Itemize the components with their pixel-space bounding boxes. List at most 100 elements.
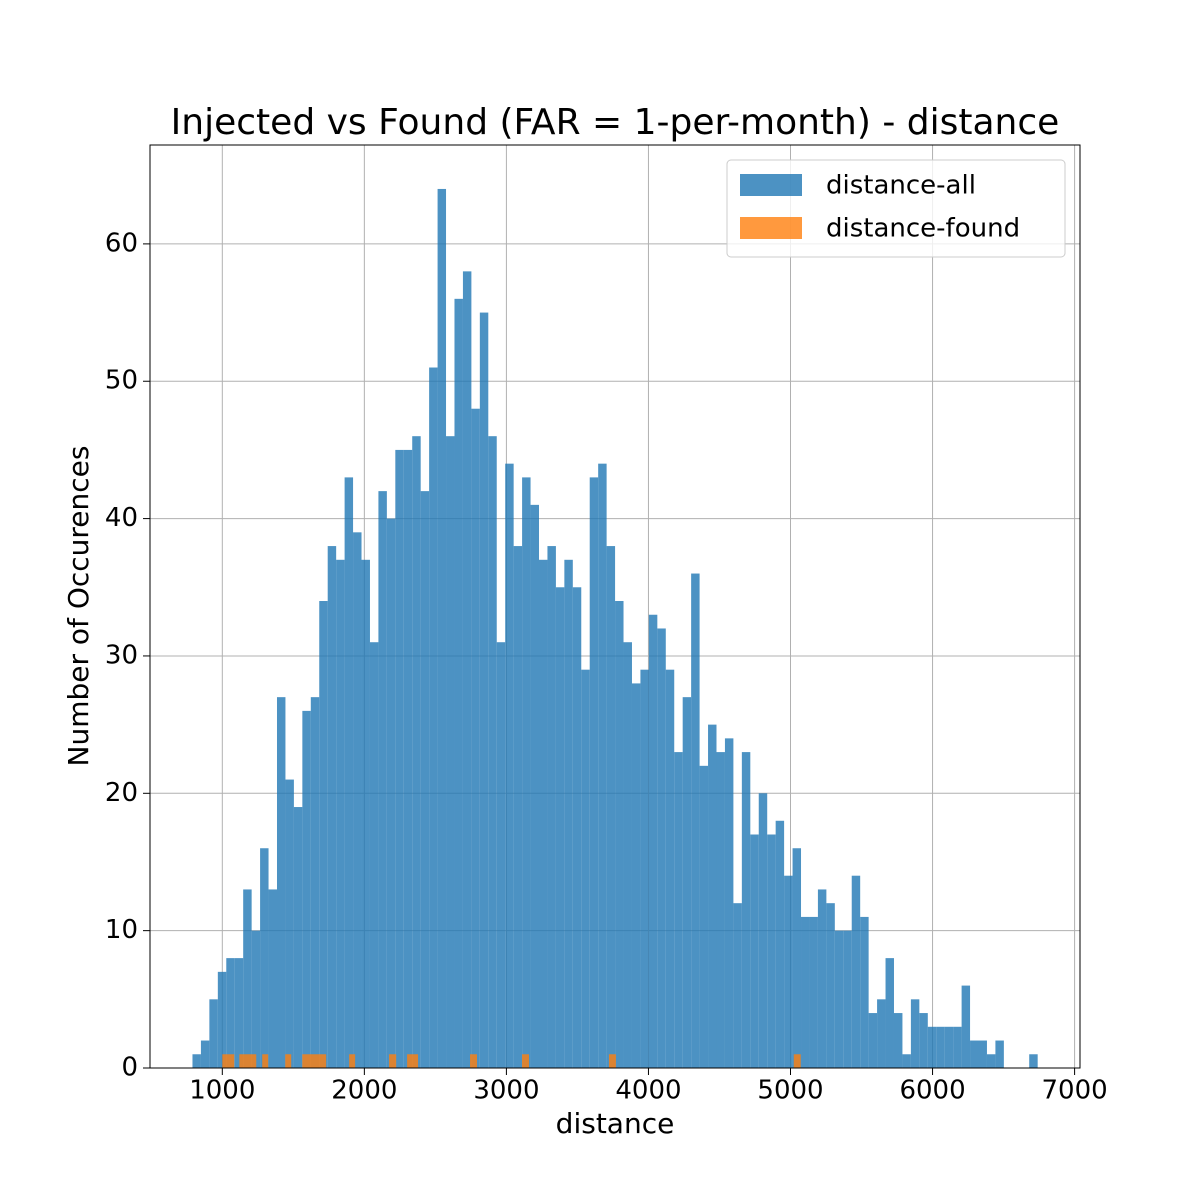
bar bbox=[479, 312, 489, 1068]
bar bbox=[361, 559, 370, 1068]
bar bbox=[429, 367, 438, 1069]
bar bbox=[310, 697, 320, 1068]
bar bbox=[606, 546, 616, 1068]
bar bbox=[513, 546, 523, 1068]
bar bbox=[378, 491, 387, 1068]
bar bbox=[623, 642, 632, 1068]
bar bbox=[344, 477, 354, 1068]
bar bbox=[522, 1054, 529, 1068]
bar bbox=[834, 930, 844, 1068]
bar bbox=[293, 807, 303, 1068]
y-tick-label: 20 bbox=[105, 778, 138, 808]
bar bbox=[446, 436, 455, 1068]
y-tick-label: 50 bbox=[105, 366, 138, 396]
x-tick-label: 7000 bbox=[1042, 1076, 1108, 1106]
x-tick-label: 4000 bbox=[615, 1076, 681, 1106]
bar bbox=[547, 546, 556, 1068]
bar bbox=[319, 601, 328, 1068]
bar bbox=[784, 875, 793, 1068]
bar bbox=[407, 1054, 419, 1068]
y-tick-label: 60 bbox=[105, 228, 138, 258]
bar bbox=[708, 724, 717, 1068]
bar bbox=[302, 710, 311, 1068]
bar bbox=[522, 477, 531, 1068]
bar bbox=[750, 834, 759, 1068]
bar bbox=[539, 559, 548, 1068]
bar bbox=[724, 738, 734, 1068]
x-tick-label: 1000 bbox=[189, 1076, 255, 1106]
bar bbox=[793, 1054, 801, 1068]
bar bbox=[733, 903, 742, 1068]
bar bbox=[953, 1026, 962, 1068]
bar bbox=[885, 958, 894, 1068]
bar bbox=[648, 614, 658, 1068]
bar bbox=[665, 669, 675, 1068]
y-tick-label: 40 bbox=[105, 503, 138, 533]
x-tick-label: 5000 bbox=[757, 1076, 823, 1106]
bar bbox=[471, 408, 480, 1068]
bar bbox=[775, 820, 785, 1068]
bar bbox=[336, 559, 345, 1068]
bar bbox=[234, 958, 244, 1068]
bar bbox=[420, 491, 430, 1068]
bar bbox=[640, 669, 649, 1068]
bar bbox=[961, 985, 971, 1068]
bar bbox=[631, 683, 641, 1068]
bar bbox=[608, 1054, 616, 1068]
bar bbox=[530, 504, 540, 1068]
bar bbox=[826, 903, 835, 1068]
bar bbox=[496, 642, 506, 1068]
bar bbox=[893, 1013, 903, 1068]
bar bbox=[741, 752, 751, 1068]
bar bbox=[268, 889, 277, 1068]
bar bbox=[1029, 1054, 1038, 1068]
bar bbox=[792, 848, 802, 1068]
x-axis-label: distance bbox=[556, 1107, 675, 1140]
legend-swatch bbox=[740, 174, 802, 196]
bar bbox=[902, 1054, 911, 1068]
bar bbox=[801, 916, 810, 1068]
bar bbox=[809, 916, 818, 1068]
bar bbox=[555, 587, 565, 1068]
bar bbox=[716, 752, 725, 1068]
bar bbox=[674, 752, 683, 1068]
bar bbox=[437, 188, 447, 1068]
bar bbox=[302, 1054, 327, 1068]
bar bbox=[589, 477, 599, 1068]
bar bbox=[285, 779, 294, 1068]
bar bbox=[217, 971, 227, 1068]
y-axis-label: Number of Occurences bbox=[62, 446, 95, 767]
bar bbox=[564, 559, 573, 1068]
bar bbox=[910, 999, 920, 1068]
bar bbox=[919, 1013, 928, 1068]
bar bbox=[936, 1026, 945, 1068]
bar bbox=[353, 532, 362, 1068]
bar bbox=[222, 1054, 235, 1068]
bar bbox=[995, 1040, 1004, 1068]
axes-frame bbox=[149, 144, 1081, 1069]
bar bbox=[276, 697, 286, 1068]
bar bbox=[860, 916, 869, 1068]
bar bbox=[970, 1040, 979, 1068]
legend-box bbox=[726, 159, 1066, 258]
bar bbox=[226, 958, 235, 1068]
bar bbox=[403, 449, 413, 1068]
bar bbox=[767, 834, 776, 1068]
y-tick-label: 30 bbox=[105, 640, 138, 670]
legend-swatch bbox=[740, 217, 802, 239]
bar bbox=[817, 889, 827, 1068]
chart-title: Injected vs Found (FAR = 1-per-month) - … bbox=[171, 102, 1060, 143]
bar bbox=[369, 642, 379, 1068]
bar bbox=[454, 298, 463, 1068]
bar bbox=[260, 848, 269, 1068]
bar bbox=[285, 1054, 292, 1068]
bar bbox=[927, 1026, 937, 1068]
bar bbox=[505, 463, 514, 1068]
bar bbox=[851, 875, 861, 1068]
bar bbox=[877, 999, 886, 1068]
x-tick-label: 3000 bbox=[473, 1076, 539, 1106]
bar bbox=[239, 1054, 257, 1068]
bar bbox=[395, 449, 404, 1068]
bar bbox=[615, 601, 624, 1068]
